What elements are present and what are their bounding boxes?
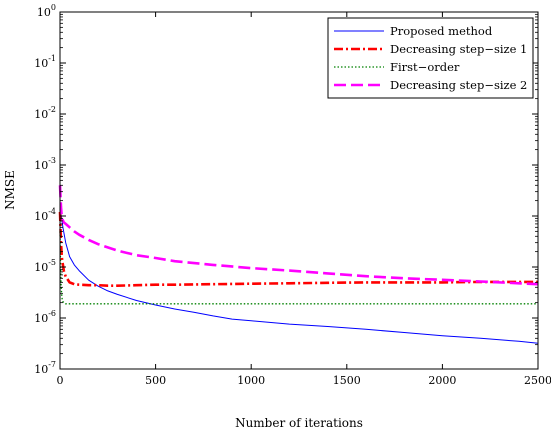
y-axis-label: NMSE [3,170,17,210]
legend-label-1: Proposed method [390,24,493,38]
y-tick-label: 10-7 [34,360,56,376]
plot-frame [59,11,539,370]
legend-label-2: Decreasing step−size 1 [390,42,527,56]
y-tick-label: 10-2 [34,105,56,121]
legend: Proposed method Decreasing step−size 1 Fir… [327,17,534,99]
y-tick-label: 10-1 [34,54,56,70]
y-tick-label: 10-6 [34,309,56,325]
y-tick-label: 100 [37,3,56,19]
series-layer [58,185,539,344]
x-tick-label: 0 [57,374,64,387]
x-tick-label: 500 [145,374,166,387]
x-tick-label: 1500 [333,374,361,387]
y-tick-label: 10-5 [34,258,56,274]
x-tick-label: 2500 [524,374,551,387]
x-axis: 0 500 1000 1500 2000 2500 [57,12,551,387]
series-line-4 [58,185,539,286]
series-line-1 [59,206,539,344]
series-line-2 [58,211,538,288]
legend-label-3: First−order [390,60,460,74]
legend-label-4: Decreasing step−size 2 [390,78,527,92]
x-axis-label: Number of iterations [235,416,363,430]
x-tick-label: 2000 [428,374,456,387]
x-tick-label: 1000 [237,374,265,387]
y-tick-label: 10-3 [34,156,56,172]
series-line-3 [59,231,538,305]
y-axis: 10-7 10-6 10-5 10-4 10-3 10-2 10-1 100 [34,3,538,376]
y-tick-label: 10-4 [34,207,56,223]
